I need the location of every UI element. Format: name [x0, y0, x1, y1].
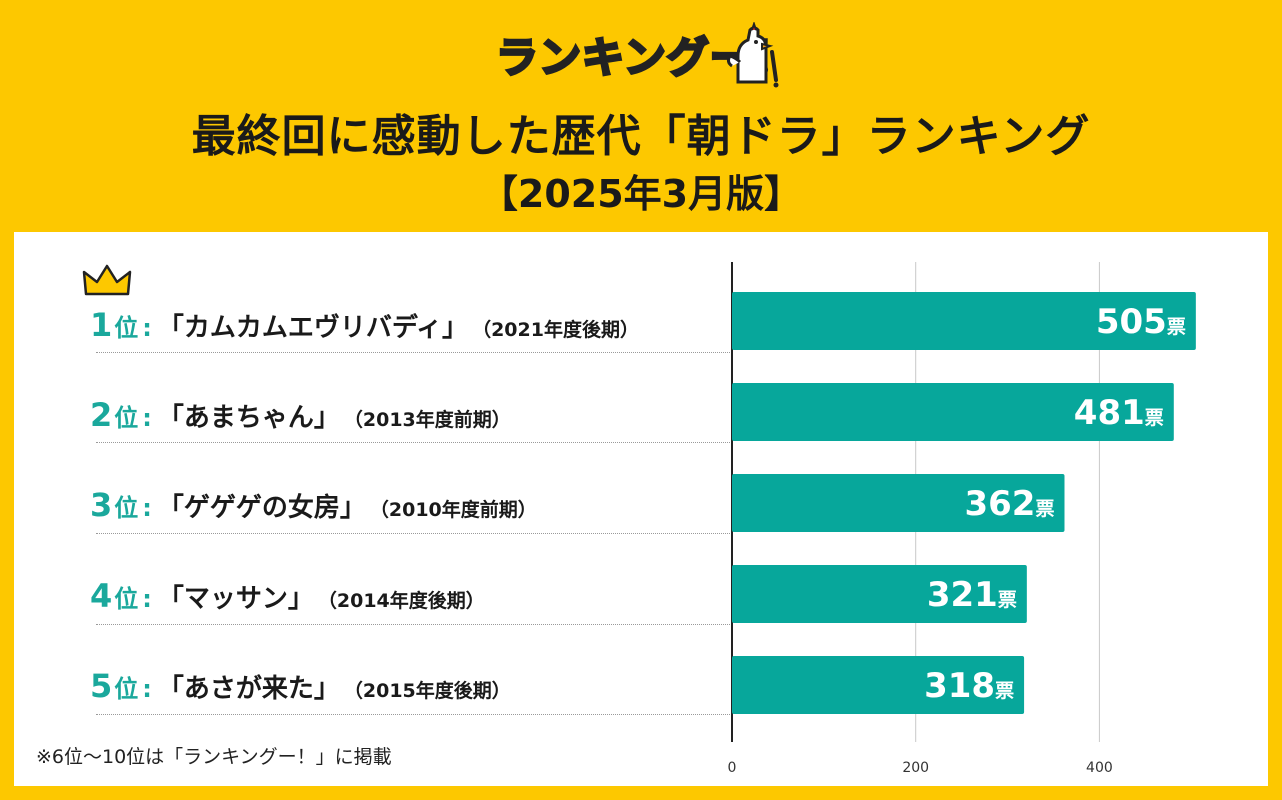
x-tick-label: 0	[728, 760, 737, 776]
bar-value-label: 318票	[924, 666, 1014, 706]
row-divider	[96, 714, 730, 715]
rank-colon: :	[142, 314, 152, 342]
bar-2	[732, 383, 1174, 441]
drama-title: 「あさが来た」	[157, 674, 340, 704]
row-divider	[96, 352, 730, 353]
bar-value-label: 505票	[1096, 302, 1186, 342]
page-title: 最終回に感動した歴代「朝ドラ」ランキング	[191, 111, 1091, 162]
rank-number: 5	[90, 667, 113, 705]
row-divider	[96, 624, 730, 625]
x-tick-label: 400	[1086, 760, 1113, 776]
broadcast-period: （2021年度後期）	[472, 319, 639, 341]
bar-4	[732, 565, 1027, 623]
drama-title: 「あまちゃん」	[157, 403, 340, 433]
drama-title: 「マッサン」	[157, 584, 314, 614]
rank-colon: :	[142, 404, 152, 432]
rank-number: 4	[90, 577, 113, 615]
broadcast-period: （2014年度後期）	[317, 590, 485, 612]
rank-suffix: 位	[114, 314, 139, 342]
crown-icon	[82, 264, 132, 296]
broadcast-period: （2015年度後期）	[343, 680, 511, 702]
rank-colon: :	[142, 675, 152, 703]
ranking-row-1: 1 位 : 「カムカムエヴリバディ」 （2021年度後期）	[90, 306, 720, 356]
page-subtitle: 【2025年3月版】	[479, 172, 803, 216]
rank-number: 2	[90, 396, 113, 434]
ranking-row-2: 2 位 : 「あまちゃん」 （2013年度前期）	[90, 396, 720, 446]
row-divider	[96, 442, 730, 443]
drama-title: 「ゲゲゲの女房」	[157, 493, 366, 523]
ranking-row-4: 4 位 : 「マッサン」 （2014年度後期）	[90, 577, 720, 627]
brand-logo: ランキングー！	[490, 22, 796, 88]
chicken-mascot-icon	[726, 22, 779, 88]
ranking-row-5: 5 位 : 「あさが来た」 （2015年度後期）	[90, 667, 720, 717]
broadcast-period: （2013年度前期）	[343, 409, 511, 431]
bar-5	[732, 656, 1025, 714]
bar-value-label: 481票	[1074, 393, 1164, 433]
rank-colon: :	[142, 494, 152, 522]
ranking-row-3: 3 位 : 「ゲゲゲの女房」 （2010年度前期）	[90, 486, 720, 536]
drama-title: 「カムカムエヴリバディ」	[157, 313, 469, 343]
row-divider	[96, 533, 730, 534]
bar-value-label: 321票	[927, 575, 1017, 615]
rank-suffix: 位	[114, 404, 139, 432]
rank-suffix: 位	[114, 585, 139, 613]
broadcast-period: （2010年度前期）	[369, 499, 537, 521]
rank-suffix: 位	[114, 494, 139, 522]
bar-1	[732, 292, 1196, 350]
bar-value-label: 362票	[964, 484, 1054, 524]
bar-3	[732, 474, 1065, 532]
footnote: ※6位〜10位は「ランキングー！」に掲載	[36, 746, 392, 768]
x-tick-label: 200	[902, 760, 929, 776]
rank-number: 3	[90, 486, 113, 524]
rank-suffix: 位	[114, 675, 139, 703]
rank-colon: :	[142, 585, 152, 613]
rank-number: 1	[90, 306, 113, 344]
